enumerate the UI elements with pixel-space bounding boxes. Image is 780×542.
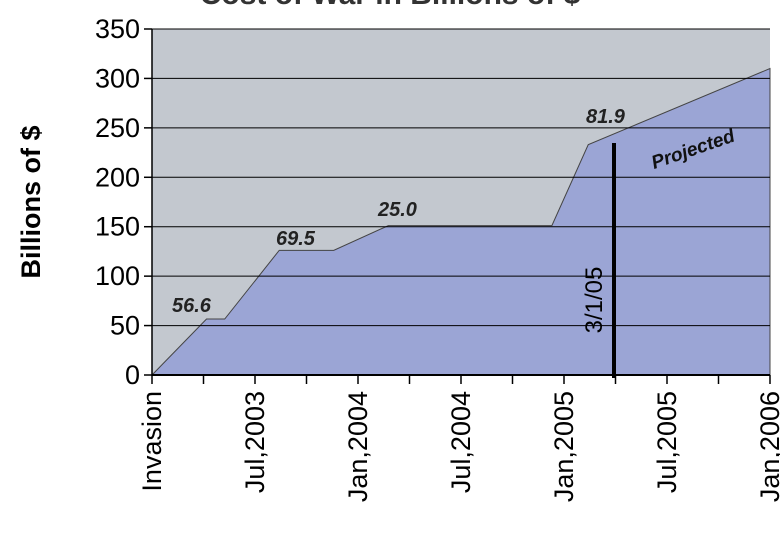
chart-title: Cost of War in Billions of $ [200, 0, 581, 11]
data-label-69-5: 69.5 [276, 228, 316, 250]
y-tick-label: 250 [95, 113, 140, 143]
date-marker-label: 3/1/05 [581, 267, 608, 334]
x-tick-label: Jul,2003 [240, 391, 270, 493]
y-axis-label: Billions of $ [16, 125, 46, 278]
data-label-81-9: 81.9 [586, 106, 626, 128]
x-tick-label: Jul,2005 [652, 391, 682, 493]
gridlines [152, 28, 770, 327]
x-tick-label: Jan,2004 [343, 391, 373, 502]
data-label-56-6: 56.6 [172, 295, 212, 317]
data-label-25-0: 25.0 [377, 199, 417, 221]
y-tick-label: 0 [125, 360, 140, 390]
y-tick-label: 200 [95, 162, 140, 192]
y-tick-label: 100 [95, 261, 140, 291]
x-tick-label: Invasion [137, 391, 167, 492]
y-tick-label: 300 [95, 63, 140, 93]
x-tick-label: Jul,2004 [446, 391, 476, 493]
x-tick-label: Jan,2006 [755, 391, 780, 502]
y-tick-label: 50 [110, 311, 140, 341]
x-tick-label: Jan,2005 [549, 391, 579, 502]
y-axis-ticks: 0 50 100 150 200 250 300 350 [95, 14, 152, 390]
y-tick-label: 350 [95, 14, 140, 44]
y-tick-label: 150 [95, 212, 140, 242]
x-axis-ticks: Invasion Jul,2003 Jan,2004 Jul,2004 Jan,2005… [137, 375, 780, 502]
